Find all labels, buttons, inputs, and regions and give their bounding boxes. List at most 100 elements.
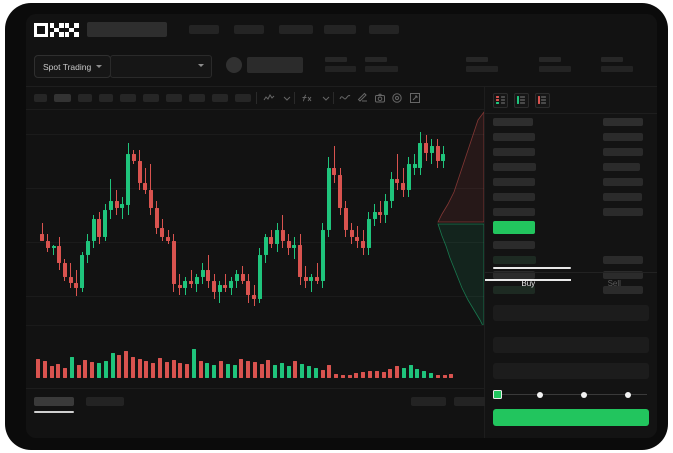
order-amount-slider[interactable]: [493, 389, 649, 401]
orderbook-ask-row-price[interactable]: [493, 178, 535, 186]
orderbook-bid-row-amount[interactable]: [603, 256, 644, 264]
orderbook-bid-row-amount[interactable]: [603, 286, 644, 294]
last-price-block: [247, 57, 303, 73]
slider-stop-25[interactable]: [537, 391, 544, 398]
orderbook-ask-row-amount[interactable]: [603, 133, 644, 141]
candle-body: [68, 277, 73, 283]
okx-logo[interactable]: [34, 23, 79, 37]
volume-bar: [151, 363, 156, 378]
tab-sell[interactable]: Sell: [571, 279, 657, 288]
volume-bar: [124, 350, 129, 378]
nav-item-4[interactable]: [324, 25, 356, 34]
candle-body: [166, 237, 171, 241]
orderbook-ask-row-amount[interactable]: [603, 163, 641, 171]
orderbook-bid-row-price[interactable]: [493, 241, 535, 249]
timeframe-1h[interactable]: [120, 94, 136, 102]
orderbook-ask-row-price[interactable]: [493, 208, 535, 216]
orderbook-bid-row-price[interactable]: [493, 256, 537, 264]
candle: [252, 110, 257, 325]
timeframe-30m[interactable]: [99, 94, 113, 102]
stat-volume-24h-label: [601, 57, 623, 62]
volume-bar: [144, 361, 149, 378]
orderbook-view-asks-icon[interactable]: [535, 93, 551, 108]
orderbook-view-bids-icon[interactable]: [514, 93, 530, 108]
candle: [372, 110, 377, 325]
volume-bar: [327, 365, 332, 378]
indicators-chevron-icon[interactable]: [320, 92, 332, 104]
orderbook-view-both-icon[interactable]: [493, 93, 509, 108]
slider-stop-75[interactable]: [625, 391, 632, 398]
volume-bar: [401, 367, 406, 378]
orderbook-header-price: [493, 118, 534, 126]
candle: [361, 110, 365, 325]
nav-item-3[interactable]: [279, 25, 313, 34]
candle-body: [441, 153, 446, 161]
volume-bar: [225, 364, 230, 378]
spot-trading-dropdown[interactable]: Spot Trading: [34, 55, 112, 78]
candlestick-chart[interactable]: [26, 110, 485, 325]
timeframe-1d[interactable]: [166, 94, 182, 102]
orderbook-bid-row-price[interactable]: [493, 286, 535, 294]
orderbook-header-amount: [603, 118, 644, 126]
order-amount-field[interactable]: [493, 337, 650, 353]
nav-item-2[interactable]: [234, 25, 264, 34]
trading-pair-select[interactable]: [110, 55, 212, 78]
candle-body: [80, 255, 85, 289]
orderbook-ask-row-price[interactable]: [493, 148, 535, 156]
candle-wick: [333, 146, 335, 183]
camera-icon[interactable]: [374, 92, 386, 104]
timeframe-1w[interactable]: [189, 94, 205, 102]
candle: [286, 110, 291, 325]
bottom-tab-open-orders[interactable]: [34, 397, 74, 406]
orderbook-ask-row-price[interactable]: [493, 163, 537, 171]
slider-handle[interactable]: [493, 390, 503, 399]
eraser-icon[interactable]: [357, 92, 369, 104]
slider-stop-50[interactable]: [581, 391, 588, 398]
nav-item-5[interactable]: [369, 25, 399, 34]
settings-icon[interactable]: [391, 92, 403, 104]
candle: [68, 110, 73, 325]
nav-active-block[interactable]: [87, 22, 167, 37]
line-chart-icon[interactable]: [263, 92, 275, 104]
candle: [97, 110, 102, 325]
nav-item-1[interactable]: [189, 25, 219, 34]
bottom-tab-positions[interactable]: [411, 397, 446, 406]
orderbook-ask-row-amount[interactable]: [603, 178, 644, 186]
candle-body: [194, 277, 199, 285]
timeframe-4h[interactable]: [143, 94, 159, 102]
candle: [275, 110, 279, 325]
volume-bar: [266, 360, 271, 378]
orderbook-bid-row-amount[interactable]: [603, 271, 644, 279]
orderbook-bid-row-price[interactable]: [493, 271, 535, 279]
timeframe-1m[interactable]: [34, 94, 47, 102]
tab-buy[interactable]: Buy: [485, 279, 572, 288]
fullscreen-icon[interactable]: [409, 92, 421, 104]
chart-type-chevron-icon[interactable]: [281, 92, 293, 104]
timeframe-1M[interactable]: [212, 94, 228, 102]
timeframe-15m[interactable]: [78, 94, 92, 102]
order-price-field[interactable]: [493, 305, 650, 321]
candle: [240, 110, 245, 325]
orderbook-ask-row-price[interactable]: [493, 193, 535, 201]
timeframe-more[interactable]: [235, 94, 251, 102]
candle-body: [343, 208, 348, 230]
timeframe-5m[interactable]: [54, 94, 71, 102]
candle-body: [108, 200, 113, 210]
bottom-tab-assets[interactable]: [454, 397, 489, 406]
candle-body: [366, 219, 371, 249]
bottom-tab-order-history[interactable]: [86, 397, 124, 406]
candle-body: [148, 189, 153, 209]
orderbook-ask-row-amount[interactable]: [603, 208, 644, 216]
candle: [429, 110, 434, 325]
volume-bar: [313, 367, 318, 378]
orderbook-ask-row-price[interactable]: [493, 133, 535, 141]
orderbook-ask-row-amount[interactable]: [603, 193, 642, 201]
orderbook-ask-row-amount[interactable]: [603, 148, 644, 156]
candle: [143, 110, 148, 325]
stat-high-24h: [466, 57, 498, 72]
indicators-icon[interactable]: [301, 92, 313, 104]
place-buy-order-button[interactable]: [493, 409, 650, 426]
trend-line-icon[interactable]: [339, 92, 351, 104]
stat-change-24h-label: [365, 57, 387, 62]
order-total-field[interactable]: [493, 363, 650, 379]
